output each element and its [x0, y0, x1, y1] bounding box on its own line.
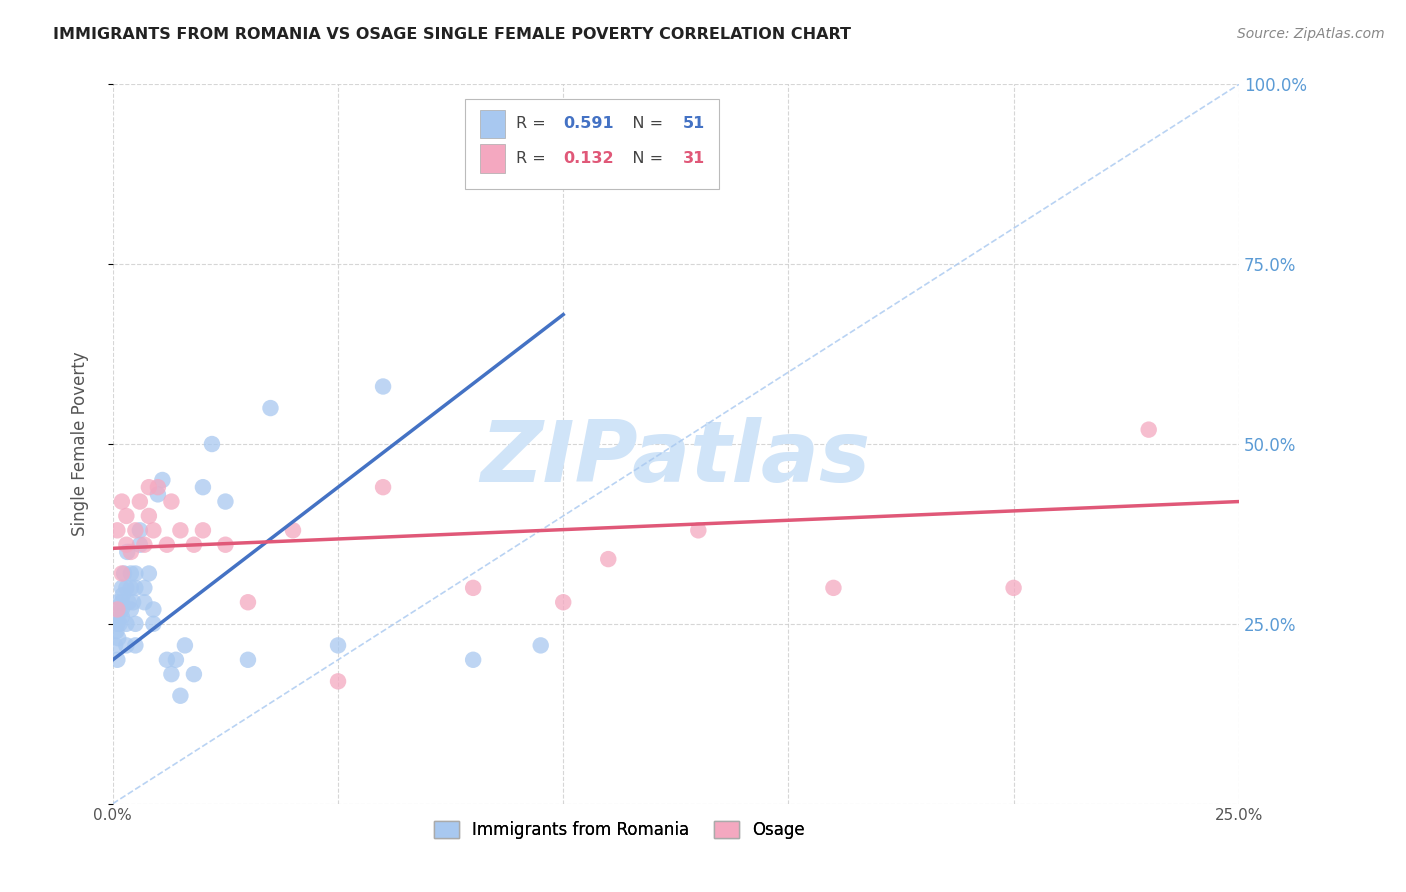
Text: 31: 31	[682, 151, 704, 166]
Point	[128, 524, 150, 538]
Point	[191, 524, 214, 538]
FancyBboxPatch shape	[479, 110, 505, 138]
Point	[281, 524, 304, 538]
Point	[111, 588, 134, 602]
Text: IMMIGRANTS FROM ROMANIA VS OSAGE SINGLE FEMALE POVERTY CORRELATION CHART: IMMIGRANTS FROM ROMANIA VS OSAGE SINGLE …	[53, 27, 852, 42]
Point	[105, 524, 128, 538]
Point	[371, 480, 394, 494]
Point	[138, 566, 160, 581]
Point	[111, 609, 134, 624]
Point	[120, 566, 142, 581]
Point	[128, 538, 150, 552]
Point	[463, 581, 485, 595]
Text: N =: N =	[617, 151, 668, 166]
Point	[156, 653, 179, 667]
Point	[183, 667, 205, 681]
Point	[124, 639, 146, 653]
Point	[165, 653, 187, 667]
Point	[108, 616, 131, 631]
Y-axis label: Single Female Poverty: Single Female Poverty	[72, 351, 89, 536]
Point	[169, 524, 191, 538]
Point	[146, 487, 169, 501]
FancyBboxPatch shape	[465, 99, 718, 189]
Point	[124, 524, 146, 538]
Text: N =: N =	[617, 117, 668, 131]
Text: 0.591: 0.591	[564, 117, 614, 131]
Point	[105, 653, 128, 667]
Point	[105, 609, 128, 624]
Text: 0.132: 0.132	[564, 151, 614, 166]
Point	[142, 602, 165, 616]
Point	[150, 473, 173, 487]
Point	[120, 581, 142, 595]
Text: Source: ZipAtlas.com: Source: ZipAtlas.com	[1237, 27, 1385, 41]
Point	[463, 653, 485, 667]
Point	[120, 602, 142, 616]
Point	[1002, 581, 1025, 595]
Point	[598, 552, 620, 566]
Point	[236, 653, 259, 667]
Point	[688, 524, 710, 538]
Point	[115, 581, 138, 595]
Point	[115, 616, 138, 631]
Point	[160, 494, 183, 508]
Point	[112, 566, 135, 581]
Point	[117, 545, 139, 559]
FancyBboxPatch shape	[479, 145, 505, 173]
Point	[169, 689, 191, 703]
Point	[124, 616, 146, 631]
Point	[530, 639, 553, 653]
Point	[236, 595, 259, 609]
Point	[146, 480, 169, 494]
Point	[326, 674, 349, 689]
Point	[142, 524, 165, 538]
Point	[111, 595, 134, 609]
Point	[105, 602, 128, 616]
Point	[156, 538, 179, 552]
Point	[117, 595, 139, 609]
Legend: Immigrants from Romania, Osage: Immigrants from Romania, Osage	[427, 814, 811, 846]
Point	[183, 538, 205, 552]
Point	[124, 581, 146, 595]
Text: ZIPatlas: ZIPatlas	[481, 417, 870, 500]
Point	[115, 508, 138, 523]
Point	[138, 480, 160, 494]
Point	[160, 667, 183, 681]
Point	[122, 595, 145, 609]
Point	[134, 595, 156, 609]
Point	[105, 616, 128, 631]
Text: R =: R =	[516, 117, 551, 131]
Point	[191, 480, 214, 494]
Text: R =: R =	[516, 151, 551, 166]
Point	[128, 494, 150, 508]
Point	[823, 581, 845, 595]
Point	[105, 624, 128, 638]
Point	[553, 595, 575, 609]
Point	[111, 566, 134, 581]
Point	[138, 508, 160, 523]
Point	[201, 437, 224, 451]
Point	[115, 639, 138, 653]
Point	[371, 379, 394, 393]
Point	[1137, 423, 1160, 437]
Point	[104, 639, 127, 653]
Point	[214, 538, 236, 552]
Text: 51: 51	[682, 117, 704, 131]
Point	[142, 616, 165, 631]
Point	[134, 581, 156, 595]
Point	[124, 566, 146, 581]
Point	[174, 639, 197, 653]
Point	[134, 538, 156, 552]
Point	[111, 602, 134, 616]
Point	[111, 494, 134, 508]
Point	[111, 581, 134, 595]
Point	[115, 538, 138, 552]
Point	[105, 595, 128, 609]
Point	[214, 494, 236, 508]
Point	[326, 639, 349, 653]
Point	[120, 545, 142, 559]
Point	[107, 631, 129, 645]
Point	[259, 401, 281, 415]
